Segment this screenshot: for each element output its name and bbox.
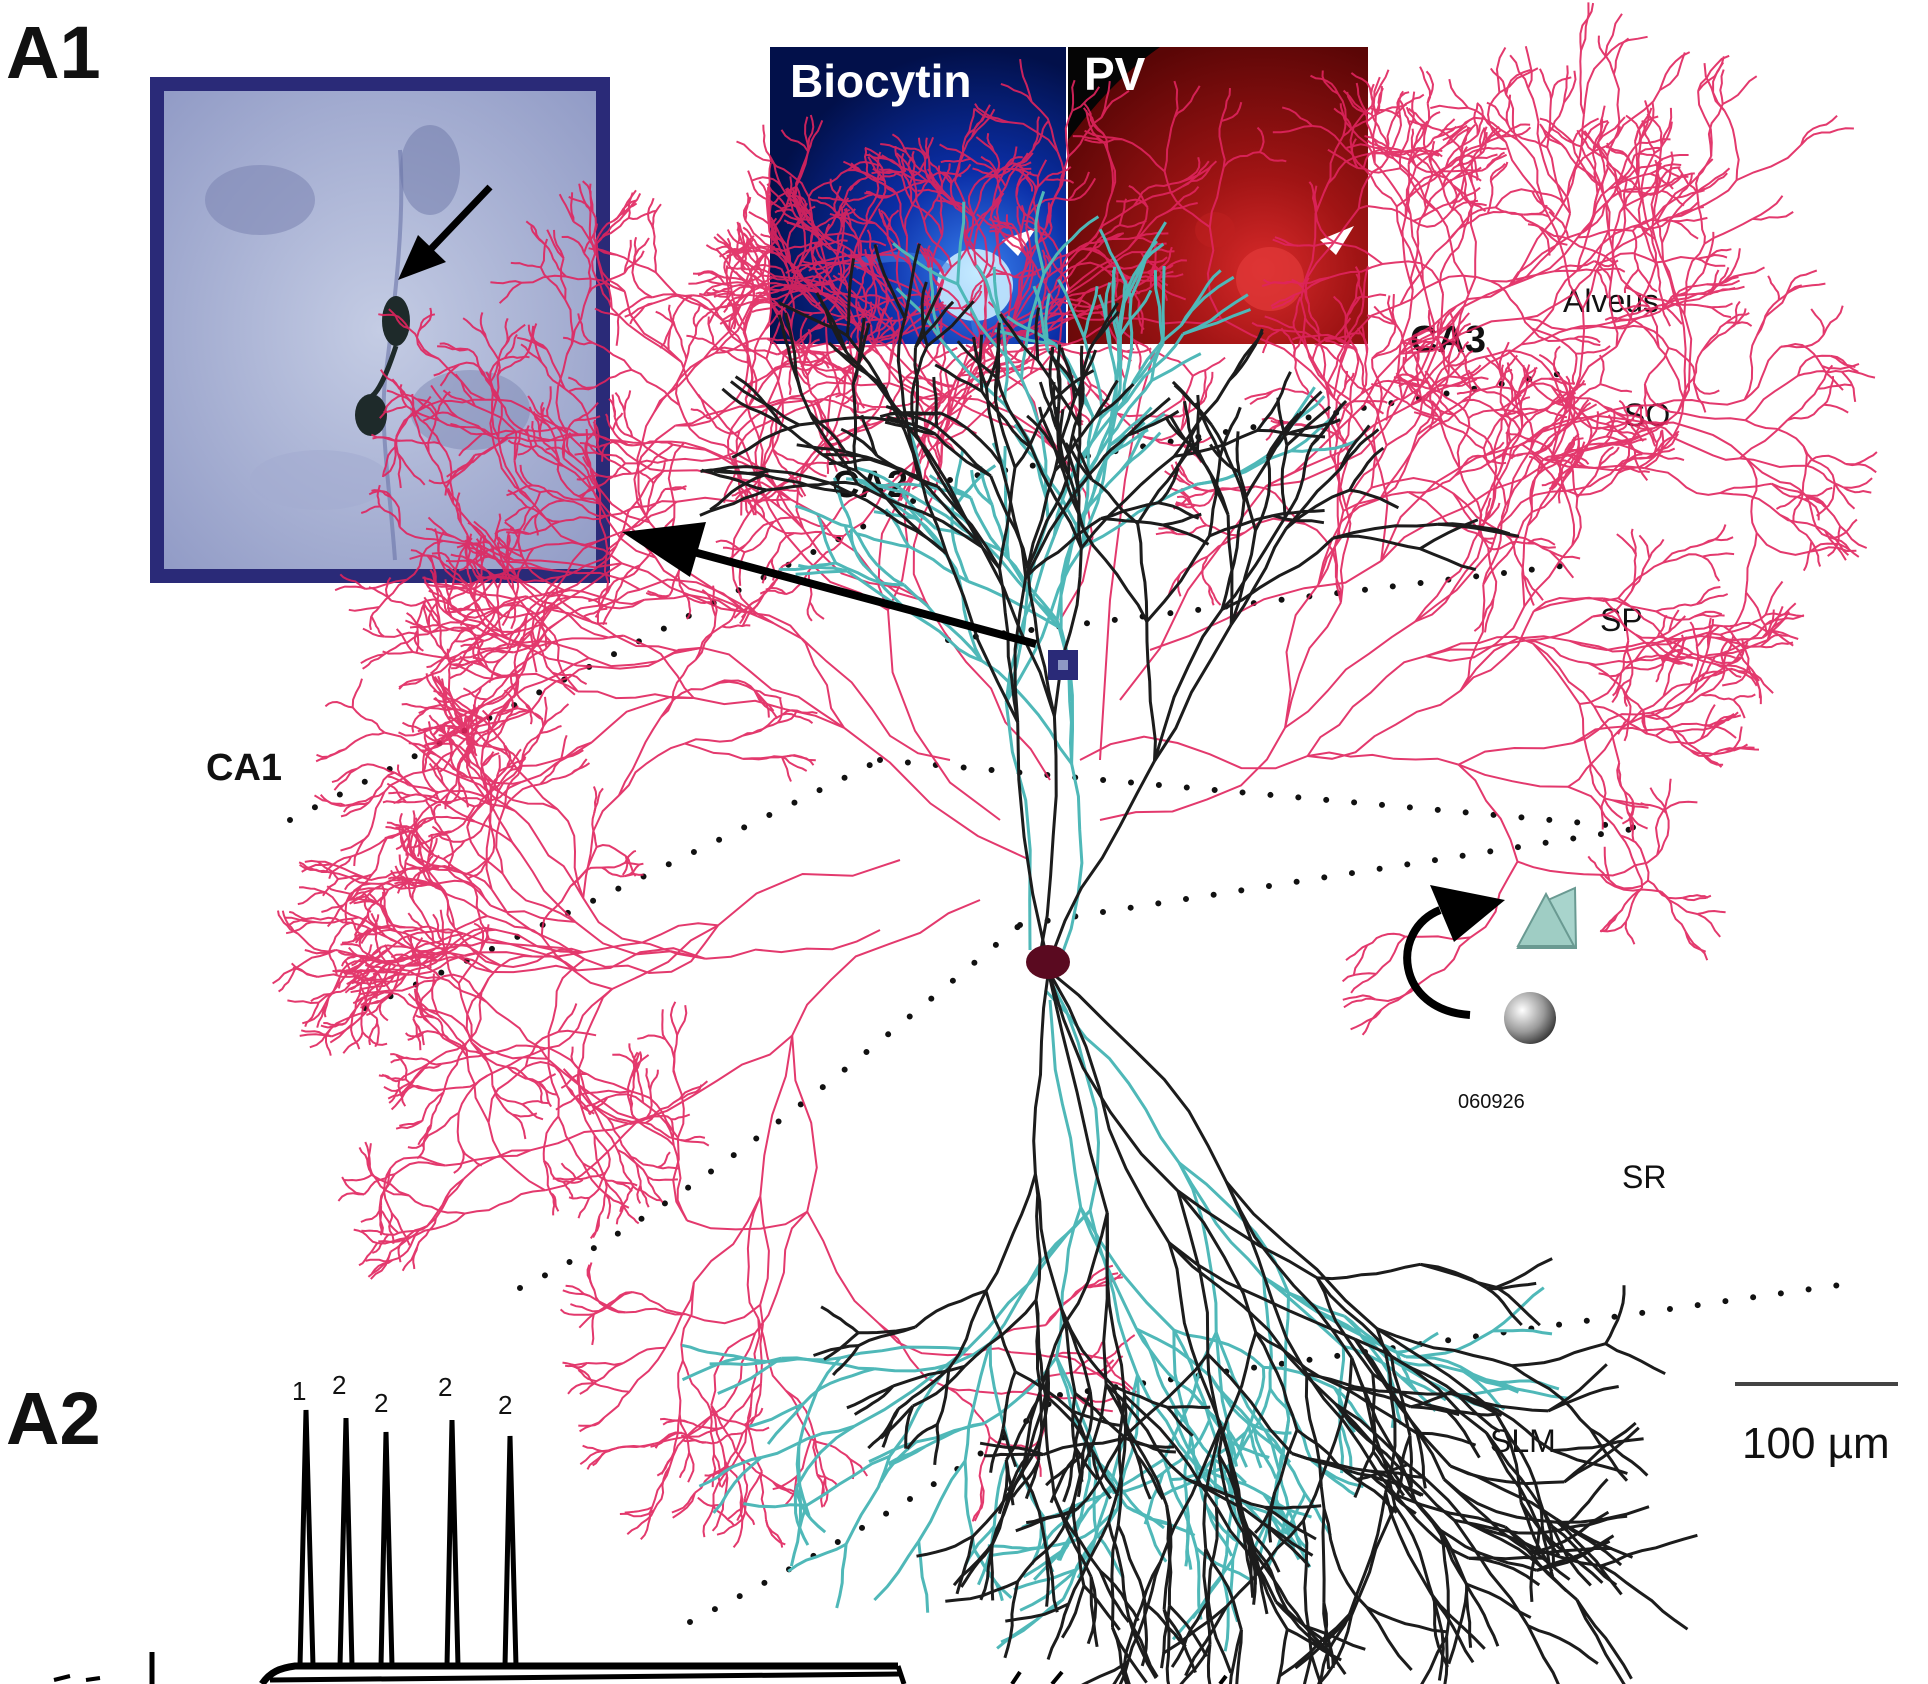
spike-label: 2 bbox=[498, 1390, 512, 1420]
bouton-arrow-icon bbox=[425, 184, 493, 255]
cell-id: 060926 bbox=[1458, 1091, 1525, 1113]
pv-label: PV bbox=[1084, 48, 1146, 100]
neuron-reconstruction bbox=[272, 2, 1878, 1684]
layer-label-sr: SR bbox=[1622, 1159, 1666, 1195]
bouton-2 bbox=[355, 394, 387, 436]
panel-label-a2: A2 bbox=[6, 1377, 101, 1460]
spike-labels: 1 2 2 2 2 bbox=[292, 1370, 512, 1420]
spike-label: 2 bbox=[374, 1388, 388, 1418]
curved-arrow-icon bbox=[1430, 885, 1505, 942]
connection-schematic bbox=[1403, 885, 1578, 1044]
region-label-ca1: CA1 bbox=[206, 747, 282, 789]
spike-label: 1 bbox=[292, 1376, 306, 1406]
soma bbox=[1026, 945, 1070, 979]
biocytin-label: Biocytin bbox=[790, 55, 971, 107]
scale-bar-label: 100 µm bbox=[1742, 1419, 1890, 1468]
spike-label: 2 bbox=[438, 1372, 452, 1402]
interneuron-icon bbox=[1504, 992, 1556, 1044]
bouton-1 bbox=[382, 296, 410, 346]
dendrite-arbor bbox=[699, 243, 1698, 1684]
voltage-trace bbox=[53, 1409, 1228, 1684]
panel-label-a1: A1 bbox=[6, 11, 101, 94]
inset-arrow-icon bbox=[622, 522, 1038, 648]
spike-label: 2 bbox=[332, 1370, 346, 1400]
axon-arbor bbox=[272, 2, 1878, 1549]
